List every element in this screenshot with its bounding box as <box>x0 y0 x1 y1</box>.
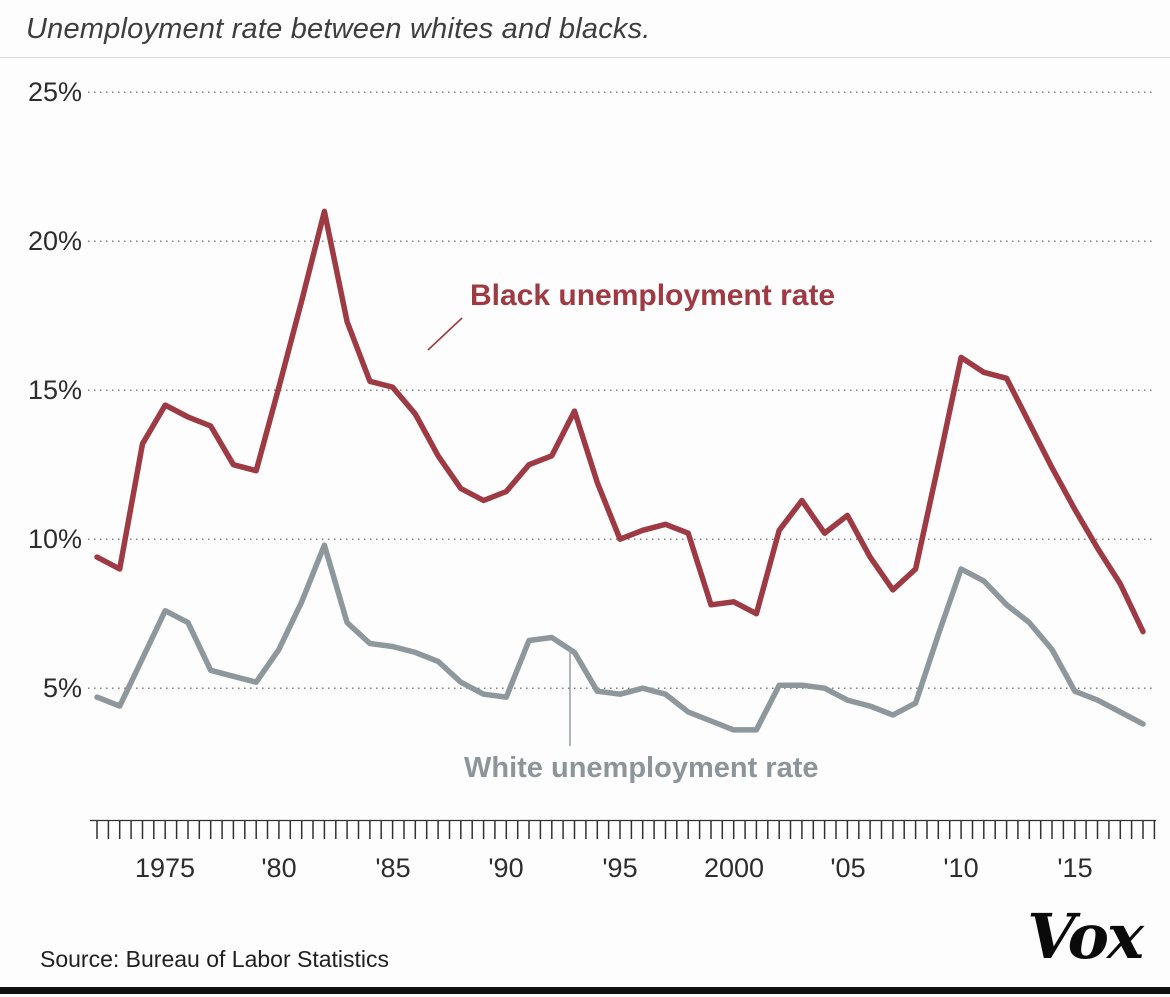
black-unemployment-line <box>94 208 1146 635</box>
black-annotation-pointer-line <box>427 317 463 351</box>
x-axis-label-1990: '90 <box>488 853 524 883</box>
x-axis-label-2000: 2000 <box>703 853 765 883</box>
x-axis-label-1985: '85 <box>375 853 411 883</box>
x-axis-label-1995: '95 <box>602 853 638 883</box>
x-axis-label-2005: '05 <box>830 853 866 883</box>
chart-title: Unemployment rate between whites and bla… <box>26 13 651 45</box>
x-axis-ticks-group <box>90 819 1156 839</box>
vox-logo: Vox <box>1027 900 1144 973</box>
series-lines-group <box>94 208 1146 733</box>
y-axis-label-20: 20% <box>27 226 82 256</box>
black-series-label: Black unemployment rate <box>470 279 836 312</box>
y-axis-label-25: 25% <box>27 77 82 107</box>
x-axis-label-2015: '15 <box>1057 853 1093 883</box>
white-series-label: White unemployment rate <box>464 752 819 784</box>
x-axis-label-1980: '80 <box>261 853 297 883</box>
x-axis-label-1975: 1975 <box>134 853 196 883</box>
y-axis-label-5: 5% <box>42 673 82 703</box>
header-rule <box>0 57 1170 58</box>
white-unemployment-line <box>94 542 1146 733</box>
bottom-bar <box>0 987 1170 994</box>
y-axis-label-10: 10% <box>27 524 82 554</box>
x-axis-label-2010: '10 <box>943 853 979 883</box>
source-text: Source: Bureau of Labor Statistics <box>40 946 390 972</box>
gridlines-group <box>88 91 1152 689</box>
y-axis-label-15: 15% <box>27 375 82 405</box>
